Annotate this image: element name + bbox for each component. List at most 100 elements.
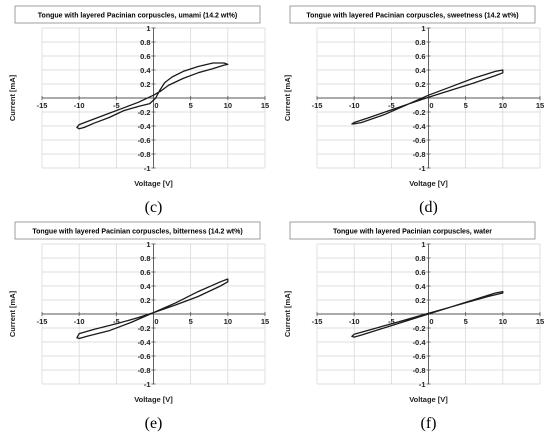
y-tick-label: -1	[144, 164, 151, 173]
y-tick-label: 1	[421, 240, 425, 249]
panel-d: Tongue with layered Pacinian corpuscles,…	[275, 0, 550, 216]
y-tick-label: 1	[146, 240, 150, 249]
series-line	[76, 278, 229, 340]
y-tick-label: 0.8	[415, 254, 425, 263]
y-tick-label: 0.4	[415, 282, 426, 291]
x-axis-label: Voltage [V]	[134, 179, 173, 188]
y-tick-label: -0.8	[413, 366, 426, 375]
x-tick-label: 5	[464, 101, 468, 110]
y-tick-label: -0.6	[413, 136, 426, 145]
x-axis-label: Voltage [V]	[409, 395, 448, 404]
x-tick-label: 10	[499, 317, 507, 326]
y-tick-label: -0.8	[138, 150, 151, 159]
panel-caption: (c)	[145, 199, 163, 216]
chart-title: Tongue with layered Pacinian corpuscles,…	[306, 13, 518, 20]
x-tick-label: 5	[189, 317, 193, 326]
x-tick-label: 15	[536, 317, 544, 326]
x-axis-label: Voltage [V]	[409, 179, 448, 188]
x-tick-label: 15	[261, 317, 269, 326]
chart-title: Tongue with layered Pacinian corpuscles,…	[38, 13, 237, 20]
y-tick-label: 0.6	[140, 52, 150, 61]
x-tick-label: 15	[261, 101, 269, 110]
panel-f: Tongue with layered Pacinian corpuscles,…	[275, 216, 550, 432]
y-tick-label: -0.2	[138, 324, 151, 333]
chart-title-box	[14, 221, 261, 240]
y-tick-label: -1	[419, 380, 426, 389]
x-tick-label: 0	[429, 317, 433, 326]
chart-title: Tongue with layered Pacinian corpuscles,…	[32, 229, 242, 236]
y-axis-label: Current [mA]	[283, 74, 292, 121]
y-tick-label: -0.8	[138, 366, 151, 375]
x-tick-label: -10	[349, 101, 360, 110]
x-tick-label: -15	[312, 317, 323, 326]
chart-title: Tongue with layered Pacinian corpuscles,…	[333, 229, 492, 236]
x-tick-label: -15	[37, 317, 48, 326]
x-tick-label: 5	[189, 101, 193, 110]
y-tick-label: -1	[419, 164, 426, 173]
x-axis-label: Voltage [V]	[134, 395, 173, 404]
y-tick-label: -0.6	[138, 136, 151, 145]
y-tick-label: -0.6	[138, 352, 151, 361]
y-tick-label: -0.4	[413, 338, 427, 347]
chart-title-box	[289, 221, 536, 240]
panel-c: Tongue with layered Pacinian corpuscles,…	[0, 0, 275, 216]
y-axis-label: Current [mA]	[8, 290, 17, 337]
panel-caption: (f)	[421, 415, 437, 432]
x-tick-label: 10	[224, 101, 232, 110]
y-tick-label: 0.2	[140, 296, 150, 305]
panel-e: Tongue with layered Pacinian corpuscles,…	[0, 216, 275, 432]
chart-title-box	[289, 5, 536, 24]
y-tick-label: -0.4	[138, 122, 152, 131]
chart-d: Tongue with layered Pacinian corpuscles,…	[283, 5, 544, 216]
x-tick-label: 15	[536, 101, 544, 110]
x-tick-label: 5	[464, 317, 468, 326]
y-tick-label: 1	[146, 24, 150, 33]
y-axis-label: Current [mA]	[283, 290, 292, 337]
y-tick-label: 0.4	[140, 282, 151, 291]
panel-caption: (d)	[419, 199, 438, 216]
y-tick-label: 0.8	[140, 254, 150, 263]
x-tick-label: 0	[429, 101, 433, 110]
x-tick-label: -5	[388, 317, 395, 326]
x-tick-label: 10	[499, 101, 507, 110]
x-tick-label: -5	[113, 317, 120, 326]
x-tick-label: -15	[37, 101, 48, 110]
y-axis-label: Current [mA]	[8, 74, 17, 121]
y-tick-label: 0.6	[140, 268, 150, 277]
y-tick-label: -0.2	[413, 108, 426, 117]
y-tick-label: 0.4	[415, 66, 426, 75]
y-tick-label: 0.4	[140, 66, 151, 75]
y-tick-label: 0.2	[415, 80, 425, 89]
x-tick-label: -10	[74, 317, 85, 326]
series-line	[351, 69, 504, 125]
x-tick-label: 10	[224, 317, 232, 326]
y-tick-label: 0.2	[140, 80, 150, 89]
series-line	[351, 290, 504, 338]
y-tick-label: 0.8	[415, 38, 425, 47]
y-tick-label: -0.2	[413, 324, 426, 333]
panel-caption: (e)	[145, 415, 163, 432]
series-line	[76, 62, 229, 130]
y-tick-label: 0.6	[415, 52, 425, 61]
y-tick-label: -0.2	[138, 108, 151, 117]
chart-e: Tongue with layered Pacinian corpuscles,…	[8, 221, 269, 432]
chart-c: Tongue with layered Pacinian corpuscles,…	[8, 5, 269, 216]
x-tick-label: 0	[154, 317, 158, 326]
x-tick-label: -10	[74, 101, 85, 110]
x-tick-label: -10	[349, 317, 360, 326]
y-tick-label: -0.4	[413, 122, 427, 131]
y-tick-label: 1	[421, 24, 425, 33]
x-tick-label: -5	[113, 101, 120, 110]
chart-f: Tongue with layered Pacinian corpuscles,…	[283, 221, 544, 432]
y-tick-label: 0.8	[140, 38, 150, 47]
y-tick-label: -0.6	[413, 352, 426, 361]
y-tick-label: -0.4	[138, 338, 152, 347]
x-tick-label: -15	[312, 101, 323, 110]
y-tick-label: -1	[144, 380, 151, 389]
y-tick-label: 0.2	[415, 296, 425, 305]
x-tick-label: -5	[388, 101, 395, 110]
y-tick-label: 0.6	[415, 268, 425, 277]
x-tick-label: 0	[154, 101, 158, 110]
chart-title-box	[14, 5, 261, 24]
